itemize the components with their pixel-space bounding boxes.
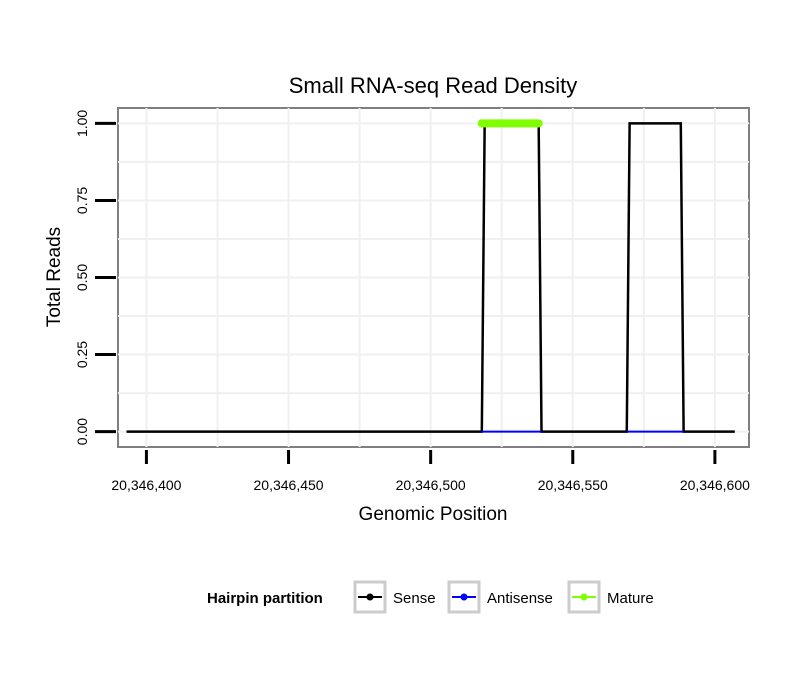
y-tick-label: 0.25 (74, 341, 90, 368)
y-tick-label: 0.50 (74, 264, 90, 291)
mature-point (477, 119, 486, 128)
legend-key-point (460, 593, 468, 601)
legend-key-point (580, 593, 588, 601)
legend-title: Hairpin partition (207, 590, 323, 607)
x-tick-label: 20,346,500 (396, 477, 466, 493)
legend-item-sense: Sense (353, 580, 436, 614)
y-axis: 0.00 0.25 0.50 0.75 1.00 (74, 110, 116, 445)
legend: Hairpin partition Sense Antisense Mature (207, 580, 654, 614)
series-layer (126, 119, 735, 433)
y-tick-label: 1.00 (74, 110, 90, 137)
mature-point (534, 119, 543, 128)
x-axis-title: Genomic Position (359, 504, 508, 525)
x-axis: 20,346,400 20,346,450 20,346,500 20,346,550… (111, 450, 750, 493)
legend-label: Sense (393, 590, 436, 607)
series-sense-line (126, 122, 735, 433)
legend-key-point (366, 593, 374, 601)
legend-label: Mature (607, 590, 654, 607)
x-tick-label: 20,346,550 (538, 477, 608, 493)
y-tick-label: 0.00 (74, 418, 90, 445)
legend-label: Antisense (487, 590, 553, 607)
legend-item-mature: Mature (567, 580, 654, 614)
y-tick-label: 0.75 (74, 187, 90, 214)
x-tick-label: 20,346,400 (111, 477, 181, 493)
chart-title: Small RNA-seq Read Density (289, 73, 578, 98)
legend-item-antisense: Antisense (447, 580, 553, 614)
y-axis-title: Total Reads (44, 227, 65, 327)
x-tick-label: 20,346,450 (254, 477, 324, 493)
x-tick-label: 20,346,600 (680, 477, 750, 493)
